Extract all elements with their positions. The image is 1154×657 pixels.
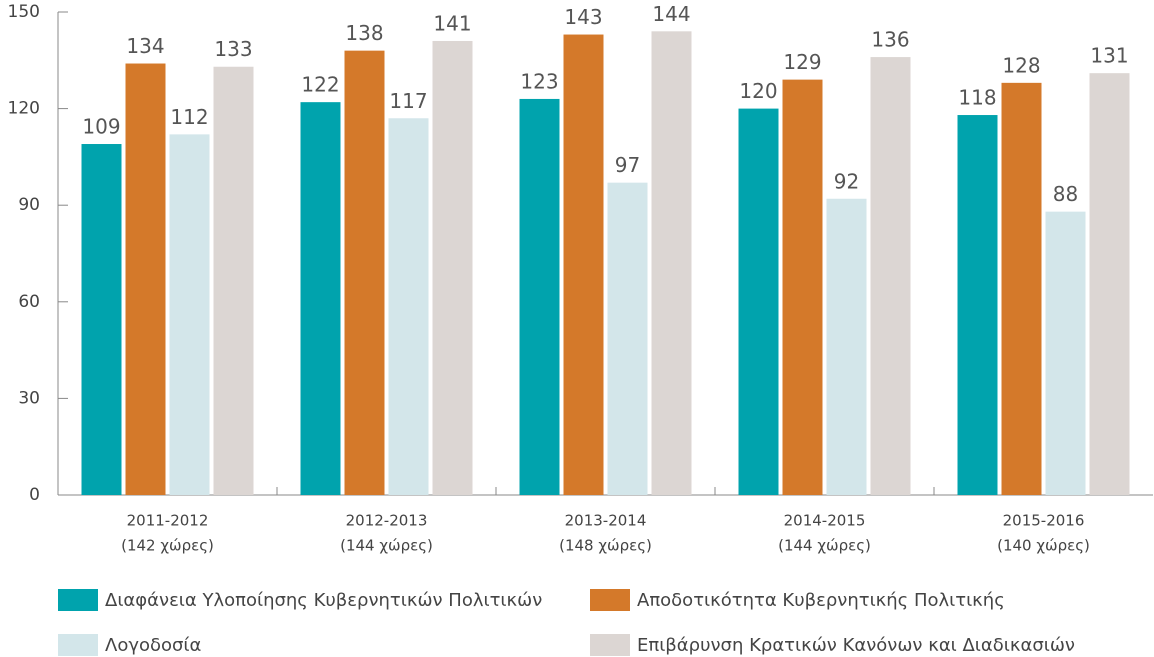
x-tick-label: 2013-2014 bbox=[565, 512, 647, 530]
value-label: 92 bbox=[834, 169, 859, 193]
value-label: 112 bbox=[170, 105, 208, 129]
bar bbox=[738, 108, 779, 495]
bar bbox=[563, 34, 604, 495]
legend-label: Λογοδοσία bbox=[105, 635, 201, 656]
bar bbox=[169, 134, 210, 496]
value-label: 118 bbox=[958, 86, 996, 110]
y-tick-label: 90 bbox=[18, 195, 40, 215]
x-tick-label: 2012-2013 bbox=[346, 512, 428, 530]
value-label: 117 bbox=[389, 89, 427, 113]
legend-label: Διαφάνεια Υλοποίησης Κυβερνητικών Πολιτι… bbox=[105, 590, 542, 611]
x-tick-label: (144 χώρες) bbox=[778, 537, 871, 555]
x-tick-label: (140 χώρες) bbox=[997, 537, 1090, 555]
bar bbox=[81, 144, 122, 495]
legend-swatch bbox=[590, 634, 630, 656]
bar bbox=[300, 102, 341, 495]
bar bbox=[826, 198, 867, 495]
value-label: 120 bbox=[739, 79, 777, 103]
bar bbox=[651, 31, 692, 495]
x-tick-label: (148 χώρες) bbox=[559, 537, 652, 555]
value-label: 128 bbox=[1002, 53, 1040, 77]
bar bbox=[344, 50, 385, 495]
legend-label: Αποδοτικότητα Κυβερνητικής Πολιτικής bbox=[637, 590, 1005, 611]
bar bbox=[432, 40, 473, 495]
y-tick-label: 0 bbox=[29, 485, 40, 505]
value-label: 144 bbox=[652, 2, 690, 26]
value-label: 129 bbox=[783, 50, 821, 74]
legend-swatch bbox=[590, 589, 630, 611]
y-tick-label: 150 bbox=[8, 2, 40, 22]
value-label: 109 bbox=[82, 115, 120, 139]
bar bbox=[519, 98, 560, 495]
legend-swatch bbox=[58, 634, 98, 656]
bar bbox=[1001, 82, 1042, 495]
bar bbox=[782, 79, 823, 496]
bar bbox=[870, 57, 911, 495]
value-label: 138 bbox=[345, 21, 383, 45]
x-tick-label: (144 χώρες) bbox=[340, 537, 433, 555]
value-label: 134 bbox=[126, 34, 164, 58]
y-tick-label: 30 bbox=[18, 388, 40, 408]
x-tick-label: 2015-2016 bbox=[1003, 512, 1085, 530]
value-label: 131 bbox=[1090, 44, 1128, 68]
bar bbox=[1045, 211, 1086, 495]
bar bbox=[1089, 73, 1130, 496]
bar bbox=[957, 115, 998, 495]
value-label: 133 bbox=[214, 37, 252, 61]
legend-swatch bbox=[58, 589, 98, 611]
legend-label: Επιβάρυνση Κρατικών Κανόνων και Διαδικασ… bbox=[637, 635, 1075, 656]
bar bbox=[125, 63, 166, 496]
bar bbox=[213, 66, 254, 496]
value-label: 97 bbox=[615, 153, 640, 177]
value-label: 136 bbox=[871, 28, 909, 52]
x-tick-label: 2014-2015 bbox=[784, 512, 866, 530]
y-tick-label: 120 bbox=[8, 99, 40, 119]
value-label: 141 bbox=[433, 11, 471, 35]
x-tick-label: (142 χώρες) bbox=[121, 537, 214, 555]
bar bbox=[388, 118, 429, 495]
x-tick-label: 2011-2012 bbox=[127, 512, 209, 530]
value-label: 88 bbox=[1053, 182, 1078, 206]
y-tick-label: 60 bbox=[18, 292, 40, 312]
value-label: 123 bbox=[520, 69, 558, 93]
bar bbox=[607, 182, 648, 495]
value-label: 143 bbox=[564, 5, 602, 29]
value-label: 122 bbox=[301, 73, 339, 97]
